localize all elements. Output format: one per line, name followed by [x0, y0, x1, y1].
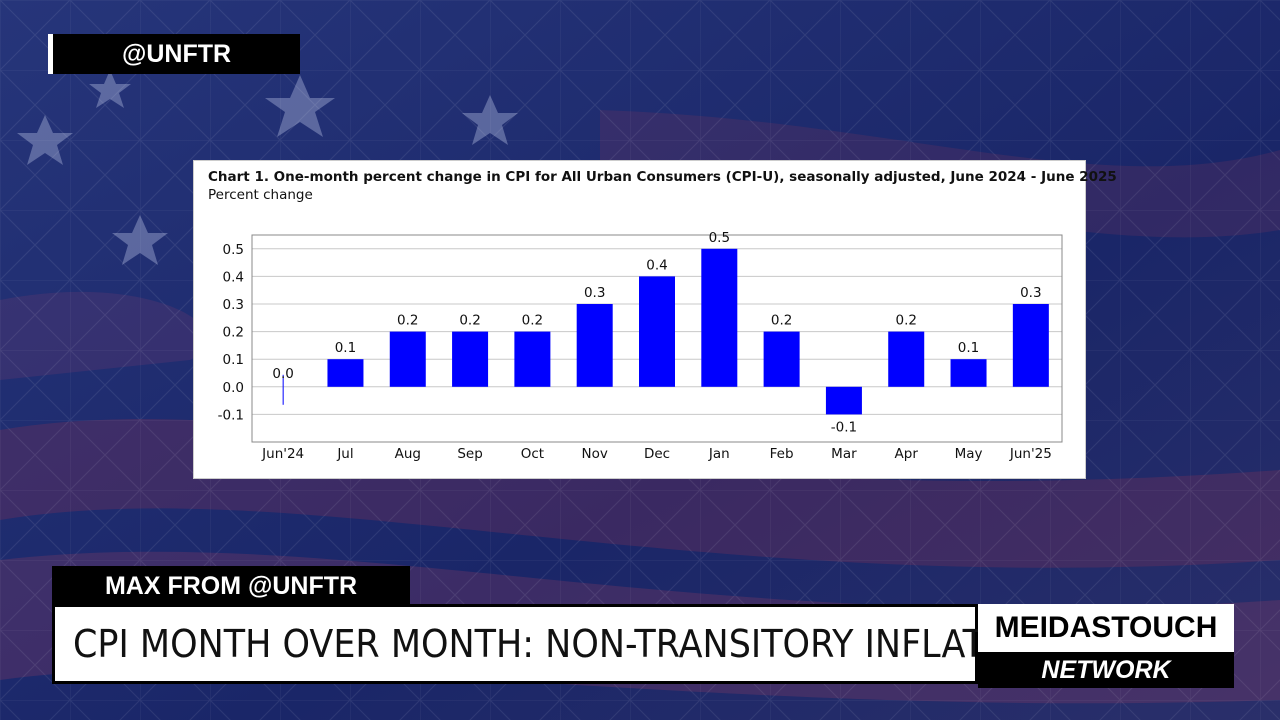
x-tick-label: May [955, 446, 983, 462]
bar [888, 331, 925, 387]
bar [327, 359, 364, 387]
data-label: 0.2 [459, 313, 480, 329]
bar [389, 331, 426, 387]
x-tick-label: Jul [336, 446, 353, 462]
x-tick-label: Dec [644, 446, 670, 462]
data-label: 0.4 [646, 257, 667, 273]
bar [576, 304, 613, 387]
data-label: 0.1 [335, 340, 356, 356]
x-tick-label: Nov [582, 446, 608, 462]
bar [701, 248, 738, 387]
bar [763, 331, 800, 387]
bar [1012, 304, 1049, 387]
network-logo-text: MEIDASTOUCH [994, 611, 1218, 644]
y-tick-label: 0.0 [223, 380, 244, 396]
y-tick-label: 0.1 [223, 352, 244, 368]
bar [514, 331, 551, 387]
chart-panel: Chart 1. One-month percent change in CPI… [193, 160, 1117, 479]
x-tick-label: Jun'24 [261, 446, 304, 462]
data-label: 0.5 [709, 230, 730, 246]
plot-frame [251, 234, 1063, 443]
y-tick-label: 0.2 [223, 325, 244, 341]
data-label: 0.3 [584, 285, 605, 301]
y-tick-label: -0.1 [218, 407, 244, 423]
data-label: 0.3 [1020, 285, 1041, 301]
bar [639, 276, 675, 387]
data-label: 0.0 [272, 366, 293, 382]
data-label: 0.2 [397, 313, 418, 329]
handle-text: @UNFTR [121, 39, 232, 68]
headline-text: CPI MONTH OVER MONTH: NON-TRANSITORY INF… [73, 622, 1048, 666]
chart-ylabel: Percent change [208, 187, 313, 203]
data-label: 0.2 [895, 313, 916, 329]
x-tick-label: Aug [395, 446, 421, 462]
name-tag-text: MAX FROM @UNFTR [104, 571, 358, 600]
network-logo: MEIDASTOUCH [978, 604, 1234, 652]
headline-bar: CPI MONTH OVER MONTH: NON-TRANSITORY INF… [52, 604, 1048, 684]
x-tick-label: Sep [457, 446, 482, 462]
x-tick-label: Apr [895, 446, 919, 462]
bar [452, 331, 489, 387]
network-logo-sub-text: NETWORK [1041, 655, 1171, 684]
x-tick-label: Jun'25 [1009, 446, 1052, 462]
data-label: 0.1 [958, 340, 979, 356]
network-logo-sub: NETWORK [978, 652, 1234, 688]
y-tick-label: 0.4 [223, 269, 244, 285]
x-tick-label: Jan [708, 446, 730, 462]
chart-title: Chart 1. One-month percent change in CPI… [208, 169, 1117, 185]
x-tick-label: Mar [831, 446, 857, 462]
x-tick-label: Feb [770, 446, 794, 462]
handle-tag: @UNFTR [48, 34, 300, 74]
data-label: 0.2 [522, 313, 543, 329]
y-tick-label: 0.5 [223, 242, 244, 258]
data-label: -0.1 [831, 419, 857, 435]
name-tag: MAX FROM @UNFTR [52, 566, 410, 606]
bar [950, 359, 987, 387]
y-tick-label: 0.3 [223, 297, 244, 313]
cpi-bar-chart: -0.1 0.0 0.1 0.2 0.3 0.4 0.5 0.0 Jun'24 0.1 Jul 0.2… [218, 230, 1063, 462]
data-label: 0.2 [771, 313, 792, 329]
x-tick-label: Oct [521, 446, 544, 462]
bar [825, 386, 862, 415]
